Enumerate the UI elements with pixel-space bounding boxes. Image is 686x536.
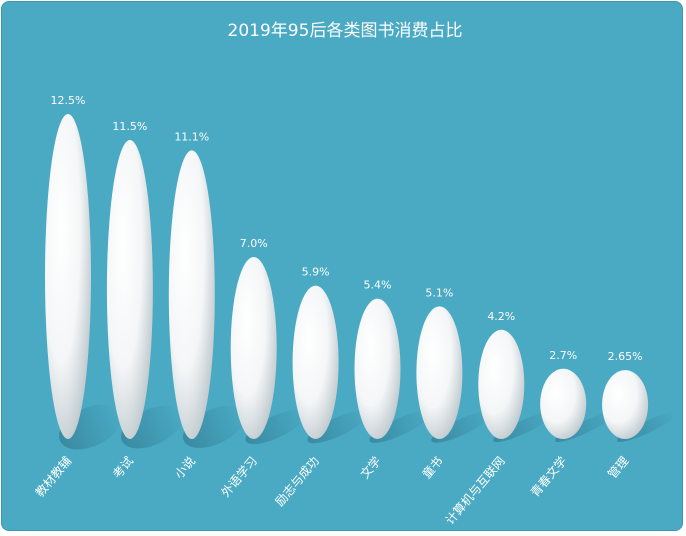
bar [478,329,525,439]
bar [230,257,277,439]
value-labels-group: 12.5% 11.5% 11.1% 7.0% 5.9% 5.4% 5.1% 4.2% 2.7% 2… [51,94,643,363]
bar [540,368,587,439]
bar [354,298,401,439]
category-label: 青春文学 [527,453,569,499]
bar [602,370,649,439]
category-label: 教材教辅 [32,453,74,499]
category-label: 计算机与互联网 [442,453,507,527]
bars-group [45,114,649,440]
category-label: 小说 [171,453,198,481]
bar [416,306,463,440]
category-label: 外语学习 [218,453,260,499]
category-label: 童书 [419,453,446,481]
value-label: 11.1% [174,130,209,143]
value-label: 12.5% [51,94,86,107]
bar [168,150,215,439]
bar [45,114,91,439]
value-label: 2.7% [549,349,577,362]
value-label: 11.5% [112,120,147,133]
value-label: 2.65% [608,350,643,363]
chart-title: 2019年95后各类图书消费占比 [228,21,463,41]
value-label: 4.2% [487,310,515,323]
value-label: 5.4% [364,279,392,292]
bar [292,285,339,439]
category-label: 励志与成功 [273,454,322,509]
value-label: 5.1% [425,286,453,299]
bar [106,140,153,439]
bar-shadow [245,409,306,445]
value-label: 7.0% [240,237,268,250]
category-label: 文学 [357,453,384,481]
category-label: 考试 [109,453,136,481]
category-label: 管理 [604,453,631,481]
value-label: 5.9% [302,266,330,279]
